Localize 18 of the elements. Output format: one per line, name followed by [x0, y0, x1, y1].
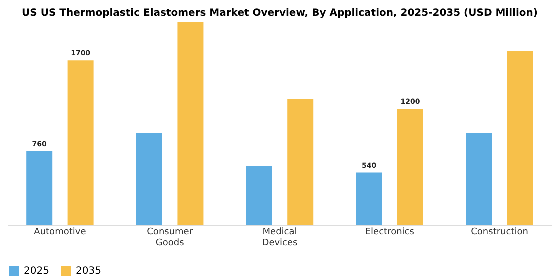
bar [246, 166, 272, 225]
bar [466, 133, 492, 225]
bar [178, 22, 204, 225]
legend-label: 2035 [76, 266, 102, 277]
bar [26, 152, 53, 225]
chart-title: US US Thermoplastic Elastomers Market Overview, By Application, 2025-2035 (USD Million) [22, 8, 538, 19]
bar [288, 99, 314, 225]
bar [398, 109, 424, 225]
bar [136, 133, 162, 225]
x-tick-label: Automotive [34, 228, 87, 238]
bar [507, 51, 534, 225]
x-tick-label: Medical Devices [262, 228, 298, 248]
x-tick-label: Electronics [365, 228, 415, 238]
x-tick-label: Construction [471, 228, 528, 238]
bar [68, 60, 94, 225]
legend-label: 2025 [24, 266, 50, 277]
x-tick-label: Consumer Goods [147, 228, 194, 248]
bar [356, 172, 382, 225]
